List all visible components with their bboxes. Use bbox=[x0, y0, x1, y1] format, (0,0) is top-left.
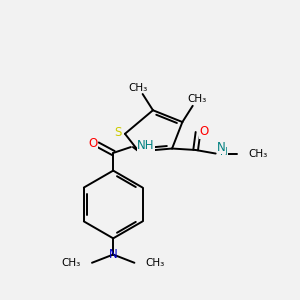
Text: CH₃: CH₃ bbox=[248, 148, 267, 158]
Text: O: O bbox=[200, 125, 209, 138]
Text: CH₃: CH₃ bbox=[129, 82, 148, 93]
Text: NH: NH bbox=[137, 140, 155, 152]
Text: CH₃: CH₃ bbox=[61, 258, 81, 268]
Text: N: N bbox=[217, 141, 226, 154]
Text: O: O bbox=[88, 137, 97, 150]
Text: CH₃: CH₃ bbox=[188, 94, 207, 104]
Text: CH₃: CH₃ bbox=[146, 258, 165, 268]
Text: N: N bbox=[109, 248, 118, 261]
Text: S: S bbox=[114, 126, 121, 139]
Text: H: H bbox=[220, 147, 228, 158]
